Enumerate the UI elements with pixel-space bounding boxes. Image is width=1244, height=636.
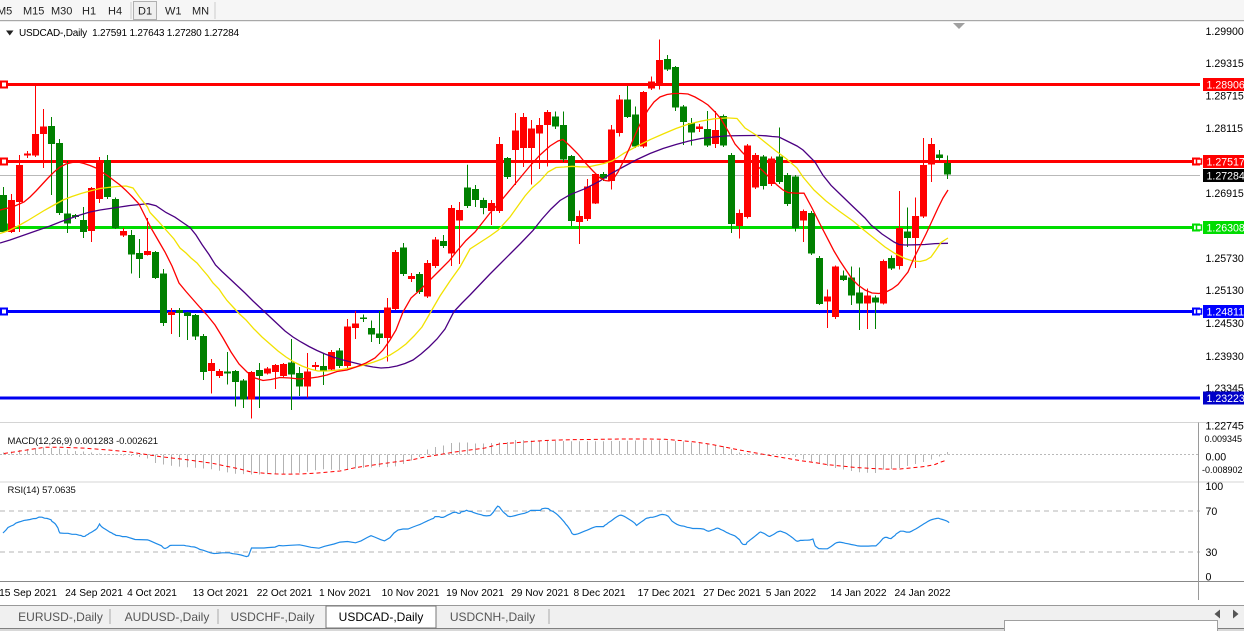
svg-text:M5: M5 [0, 6, 12, 18]
svg-text:1.25730: 1.25730 [1206, 253, 1244, 265]
svg-text:MACD(12,26,9) 0.001283 -0.0026: MACD(12,26,9) 0.001283 -0.002621 [8, 436, 158, 447]
svg-text:24 Jan 2022: 24 Jan 2022 [894, 588, 950, 599]
svg-text:1.24811: 1.24811 [1207, 307, 1244, 319]
svg-text:USDCHF-,Daily: USDCHF-,Daily [231, 610, 315, 624]
svg-text:30: 30 [1206, 547, 1218, 559]
svg-text:AUDUSD-,Daily: AUDUSD-,Daily [125, 610, 210, 624]
svg-text:1.23223: 1.23223 [1207, 393, 1244, 405]
svg-text:M30: M30 [51, 6, 72, 18]
svg-text:1.22745: 1.22745 [1206, 421, 1244, 433]
svg-text:14 Jan 2022: 14 Jan 2022 [830, 588, 886, 599]
svg-text:5 Jan 2022: 5 Jan 2022 [766, 588, 817, 599]
svg-text:100: 100 [1206, 481, 1224, 493]
svg-text:1.28115: 1.28115 [1206, 123, 1244, 135]
svg-text:1.27517: 1.27517 [1207, 157, 1244, 169]
svg-text:19 Nov 2021: 19 Nov 2021 [446, 588, 504, 599]
svg-text:0.00: 0.00 [1206, 452, 1227, 464]
svg-text:29 Nov 2021: 29 Nov 2021 [511, 588, 569, 599]
svg-text:0: 0 [1206, 571, 1212, 583]
svg-text:15 Sep 2021: 15 Sep 2021 [0, 588, 57, 599]
svg-text:1.29315: 1.29315 [1206, 58, 1244, 70]
svg-text:22 Oct 2021: 22 Oct 2021 [257, 588, 313, 599]
svg-text:1.23930: 1.23930 [1206, 351, 1244, 363]
svg-text:17 Dec 2021: 17 Dec 2021 [638, 588, 696, 599]
svg-text:-0.008902: -0.008902 [1202, 465, 1243, 475]
svg-text:EURUSD-,Daily: EURUSD-,Daily [18, 610, 103, 624]
svg-text:1.27284: 1.27284 [1207, 171, 1244, 183]
svg-text:1.26308: 1.26308 [1207, 223, 1244, 235]
svg-text:4 Oct 2021: 4 Oct 2021 [127, 588, 177, 599]
svg-text:1 Nov 2021: 1 Nov 2021 [319, 588, 371, 599]
svg-text:H4: H4 [108, 6, 122, 18]
svg-text:24 Sep 2021: 24 Sep 2021 [65, 588, 123, 599]
svg-text:0.009345: 0.009345 [1205, 434, 1243, 444]
svg-text:D1: D1 [138, 6, 152, 18]
svg-text:1.26915: 1.26915 [1206, 188, 1244, 200]
svg-text:MN: MN [192, 6, 209, 18]
svg-text:10 Nov 2021: 10 Nov 2021 [382, 588, 440, 599]
svg-text:70: 70 [1206, 506, 1218, 518]
svg-text:USDCNH-,Daily: USDCNH-,Daily [450, 610, 535, 624]
svg-text:13 Oct 2021: 13 Oct 2021 [193, 588, 249, 599]
svg-text:USDCAD-,Daily: USDCAD-,Daily [339, 610, 424, 624]
svg-text:27 Dec 2021: 27 Dec 2021 [703, 588, 761, 599]
svg-text:M15: M15 [23, 6, 44, 18]
svg-text:RSI(14) 57.0635: RSI(14) 57.0635 [8, 485, 76, 496]
svg-text:W1: W1 [165, 6, 182, 18]
svg-text:USDCAD-,Daily 1.27591 1.27643: USDCAD-,Daily 1.27591 1.27643 1.27280 1.… [19, 28, 239, 39]
svg-text:8 Dec 2021: 8 Dec 2021 [573, 588, 625, 599]
svg-text:1.25130: 1.25130 [1206, 285, 1244, 297]
svg-text:1.29900: 1.29900 [1206, 26, 1244, 38]
svg-text:1.28715: 1.28715 [1206, 91, 1244, 103]
svg-text:1.24530: 1.24530 [1206, 318, 1244, 330]
svg-text:1.28906: 1.28906 [1207, 80, 1244, 92]
svg-text:H1: H1 [82, 6, 96, 18]
